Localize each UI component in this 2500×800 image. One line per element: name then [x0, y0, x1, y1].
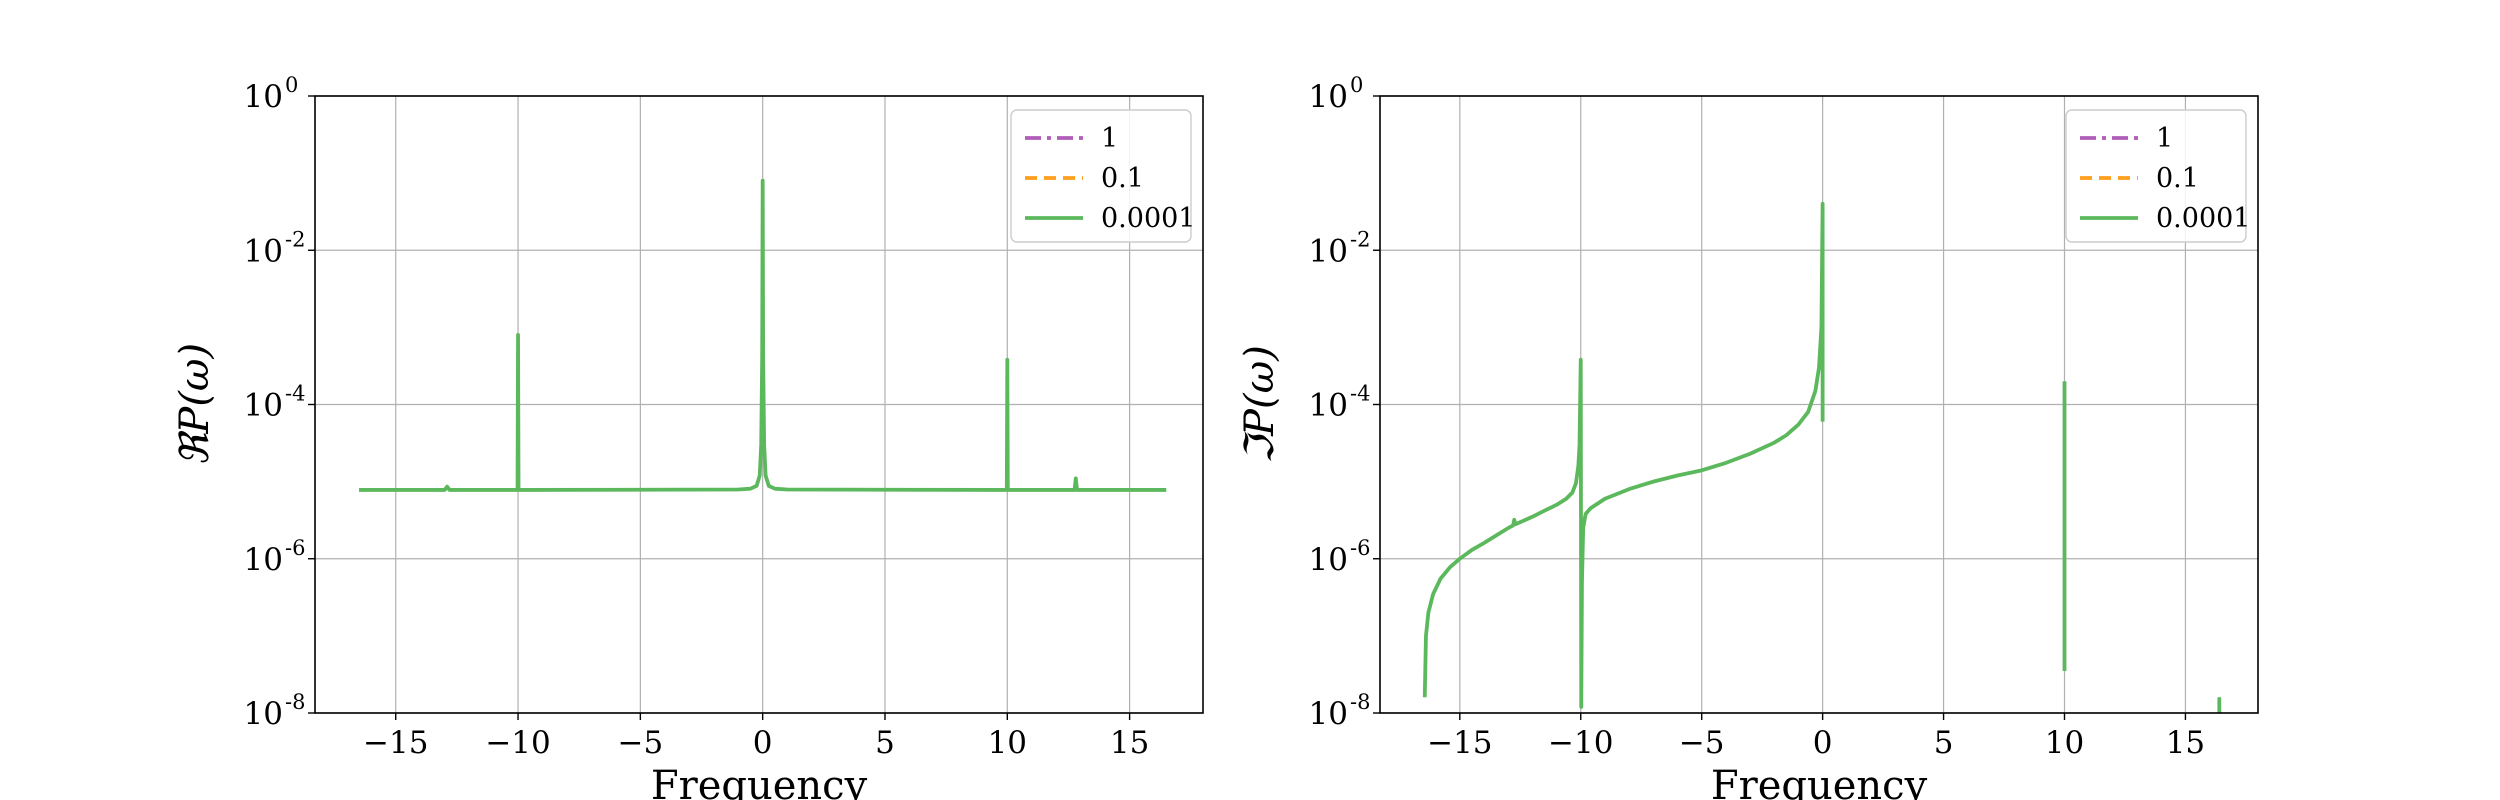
y-tick-label: 10	[244, 79, 283, 115]
y-axis-label: ℑP(ω)	[1237, 345, 1283, 464]
x-tick-label: −10	[485, 725, 550, 761]
y-tick-exponent: 0	[1350, 73, 1363, 97]
x-tick-label: 10	[988, 725, 1027, 761]
y-tick-exponent: -2	[285, 227, 305, 251]
legend-label-0.0001: 0.0001	[2156, 203, 2250, 234]
y-tick-label: 10	[244, 542, 283, 578]
y-tick-label: 10	[1309, 388, 1348, 424]
legend-label-0.1: 0.1	[2156, 163, 2199, 194]
y-tick-exponent: -8	[1350, 690, 1370, 714]
legend-label-1: 1	[1101, 123, 1118, 154]
legend-label-0.1: 0.1	[1101, 163, 1144, 194]
x-tick-label: 0	[1813, 725, 1833, 761]
x-tick-label: −5	[1679, 725, 1725, 761]
x-tick-label: 5	[875, 725, 895, 761]
x-tick-label: 5	[1934, 725, 1954, 761]
legend-label-0.0001: 0.0001	[1101, 203, 1195, 234]
x-tick-label: −5	[618, 725, 664, 761]
y-tick-label: 10	[1309, 542, 1348, 578]
y-tick-exponent: -2	[1350, 227, 1370, 251]
series-line-0.0001	[359, 178, 1167, 492]
y-tick-exponent: -6	[1350, 536, 1370, 560]
x-axis-label: Frequency	[1711, 763, 1928, 800]
legend: 1 0.1 0.0001	[2065, 109, 2250, 243]
y-tick-label: 10	[244, 696, 283, 732]
legend-label-1: 1	[2156, 123, 2173, 154]
y-tick-label: 10	[1309, 696, 1348, 732]
y-tick-exponent: 0	[285, 73, 298, 97]
series-group	[1422, 201, 2222, 713]
y-tick-label: 10	[1309, 233, 1348, 269]
series-line-0.0001	[1422, 201, 1825, 709]
x-tick-label: −15	[363, 725, 428, 761]
x-axis-label: Frequency	[651, 763, 868, 800]
series-group	[359, 178, 1167, 492]
y-tick-label: 10	[244, 388, 283, 424]
y-tick-exponent: -8	[285, 690, 305, 714]
legend-box	[2065, 109, 2247, 243]
x-tick-label: −10	[1548, 725, 1613, 761]
y-tick-exponent: -4	[285, 382, 305, 406]
y-axis-label: ℜP(ω)	[172, 343, 218, 466]
x-tick-label: 15	[2166, 725, 2205, 761]
x-tick-label: −15	[1427, 725, 1492, 761]
y-tick-label: 10	[1309, 79, 1348, 115]
x-tick-label: 10	[2045, 725, 2084, 761]
legend: 1 0.1 0.0001	[1010, 109, 1195, 243]
y-tick-exponent: -4	[1350, 382, 1370, 406]
x-tick-label: 0	[753, 725, 773, 761]
y-tick-label: 10	[244, 233, 283, 269]
y-tick-exponent: -6	[285, 536, 305, 560]
x-tick-label: 15	[1110, 725, 1149, 761]
legend-box	[1010, 109, 1192, 243]
